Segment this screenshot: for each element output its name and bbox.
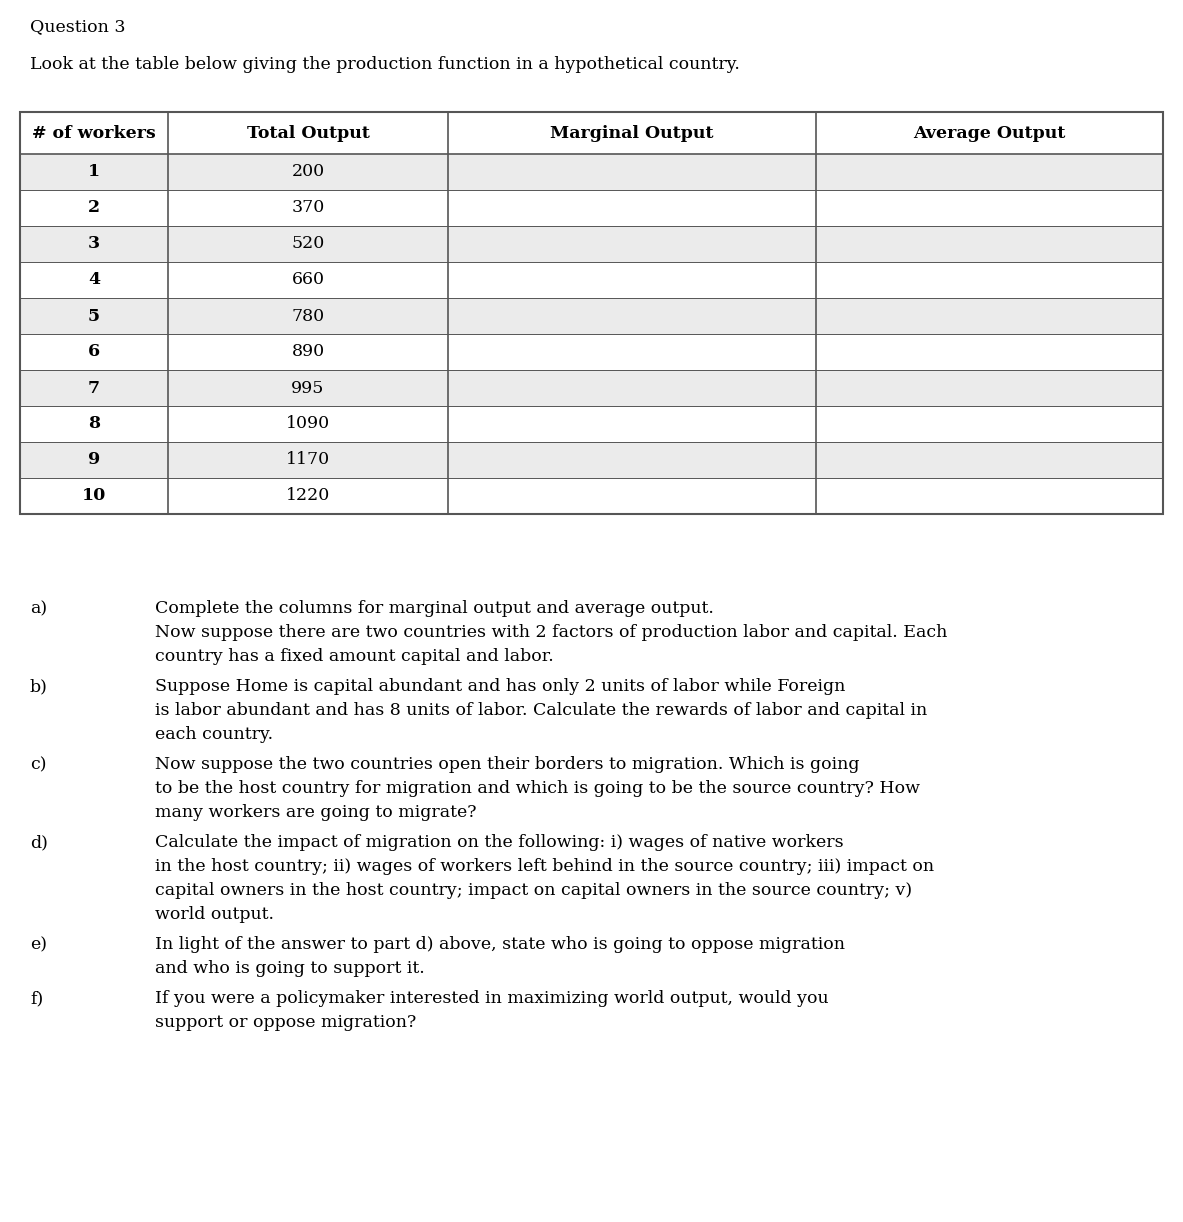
Text: capital owners in the host country; impact on capital owners in the source count: capital owners in the host country; impa… — [155, 882, 912, 899]
Bar — [20, 298, 1163, 334]
Bar — [20, 112, 1163, 514]
Text: 4: 4 — [88, 271, 101, 288]
Text: d): d) — [30, 833, 47, 851]
Text: Now suppose there are two countries with 2 factors of production labor and capit: Now suppose there are two countries with… — [155, 624, 948, 642]
Text: b): b) — [30, 678, 47, 695]
Text: 1220: 1220 — [286, 488, 330, 505]
Text: support or oppose migration?: support or oppose migration? — [155, 1014, 416, 1031]
Bar — [20, 154, 1163, 189]
Text: Suppose Home is capital abundant and has only 2 units of labor while Foreign: Suppose Home is capital abundant and has… — [155, 678, 846, 695]
Text: Average Output: Average Output — [913, 125, 1066, 142]
Bar — [20, 406, 1163, 442]
Bar — [20, 478, 1163, 514]
Text: country has a fixed amount capital and labor.: country has a fixed amount capital and l… — [155, 648, 554, 665]
Text: 10: 10 — [82, 488, 106, 505]
Text: 7: 7 — [88, 380, 101, 396]
Text: # of workers: # of workers — [32, 125, 156, 142]
Text: 890: 890 — [291, 343, 324, 360]
Text: 8: 8 — [88, 415, 101, 433]
Text: Calculate the impact of migration on the following: i) wages of native workers: Calculate the impact of migration on the… — [155, 833, 843, 851]
Text: c): c) — [30, 756, 46, 774]
Text: Total Output: Total Output — [246, 125, 369, 142]
Text: 5: 5 — [88, 308, 101, 325]
Text: Now suppose the two countries open their borders to migration. Which is going: Now suppose the two countries open their… — [155, 756, 860, 774]
Text: is labor abundant and has 8 units of labor. Calculate the rewards of labor and c: is labor abundant and has 8 units of lab… — [155, 701, 927, 719]
Text: 1090: 1090 — [286, 415, 330, 433]
Text: to be the host country for migration and which is going to be the source country: to be the host country for migration and… — [155, 780, 920, 797]
Text: 995: 995 — [291, 380, 324, 396]
Bar — [20, 334, 1163, 370]
Text: a): a) — [30, 600, 47, 617]
Bar — [20, 112, 1163, 154]
Text: Complete the columns for marginal output and average output.: Complete the columns for marginal output… — [155, 600, 713, 617]
Text: If you were a policymaker interested in maximizing world output, would you: If you were a policymaker interested in … — [155, 990, 828, 1007]
Text: 2: 2 — [88, 199, 101, 216]
Text: 200: 200 — [291, 164, 324, 181]
Text: 370: 370 — [291, 199, 324, 216]
Text: Question 3: Question 3 — [30, 18, 125, 35]
Text: 6: 6 — [88, 343, 101, 360]
Text: 3: 3 — [88, 236, 101, 253]
Text: 9: 9 — [88, 451, 101, 468]
Bar — [20, 189, 1163, 226]
Text: 780: 780 — [291, 308, 324, 325]
Bar — [20, 442, 1163, 478]
Text: 660: 660 — [291, 271, 324, 288]
Text: Marginal Output: Marginal Output — [550, 125, 713, 142]
Text: 1170: 1170 — [286, 451, 330, 468]
Text: Look at the table below giving the production function in a hypothetical country: Look at the table below giving the produ… — [30, 56, 739, 73]
Bar — [20, 226, 1163, 262]
Text: each country.: each country. — [155, 726, 273, 743]
Text: world output.: world output. — [155, 906, 274, 923]
Text: In light of the answer to part d) above, state who is going to oppose migration: In light of the answer to part d) above,… — [155, 936, 845, 953]
Text: 520: 520 — [291, 236, 324, 253]
Bar — [20, 370, 1163, 406]
Text: e): e) — [30, 936, 47, 953]
Text: and who is going to support it.: and who is going to support it. — [155, 960, 425, 978]
Bar — [20, 262, 1163, 298]
Text: in the host country; ii) wages of workers left behind in the source country; iii: in the host country; ii) wages of worker… — [155, 858, 935, 875]
Text: 1: 1 — [88, 164, 101, 181]
Text: f): f) — [30, 990, 44, 1007]
Text: many workers are going to migrate?: many workers are going to migrate? — [155, 804, 477, 821]
